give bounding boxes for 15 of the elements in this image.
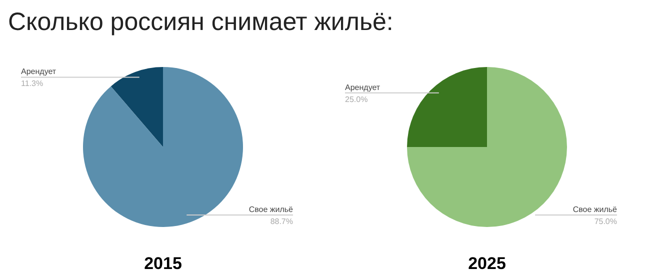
data-label: 88.7% [270,217,293,226]
pie-slice [407,67,567,227]
data-label: 75.0% [594,217,617,226]
text: 2025 [467,254,507,274]
data-label: 11.3% [21,79,44,88]
pie-slice [407,67,487,147]
text: 2015 [143,254,183,274]
slice-label: Арендует [345,82,380,92]
data-label: 25.0% [345,94,368,104]
slice-label: Арендует [21,67,56,76]
slice-label: Свое жильё [248,205,294,214]
chart-title: Сколько россиян снимает жильё: [8,8,394,38]
pie-slice [83,67,243,227]
slice-label: Свое жильё [572,205,618,214]
pie-slice [110,67,163,147]
